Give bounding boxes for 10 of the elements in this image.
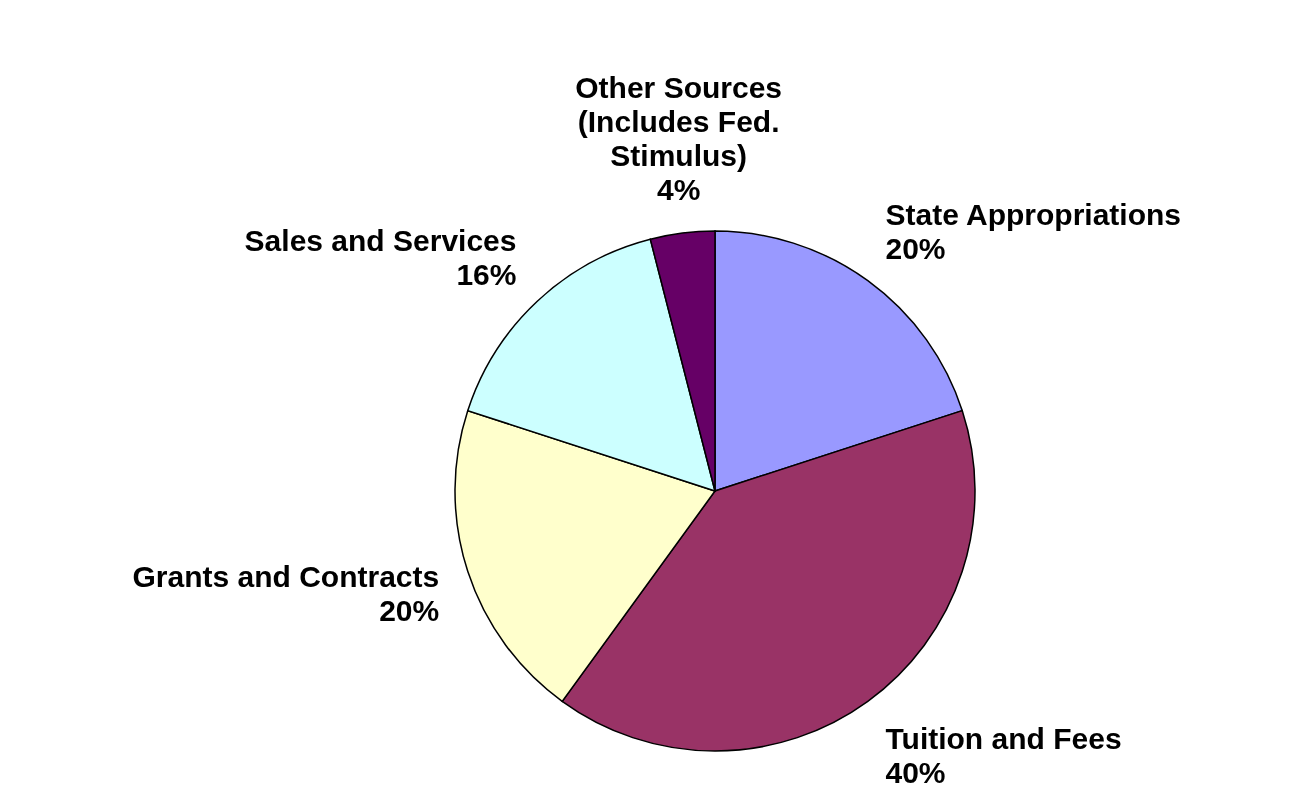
- data-label: 20%: [379, 594, 440, 628]
- data-label: 40%: [885, 756, 946, 790]
- slice-label: Grants and Contracts: [132, 560, 440, 594]
- data-label: 16%: [456, 257, 517, 291]
- data-label: 20%: [885, 231, 946, 265]
- slice-label: Sales and Services: [244, 223, 517, 257]
- slice-label: State Appropriations: [885, 197, 1182, 231]
- data-label: 4%: [656, 172, 701, 206]
- slice-label: Tuition and Fees: [885, 722, 1122, 756]
- slice-label: Other Sources (Includes Fed. Stimulus): [575, 70, 783, 172]
